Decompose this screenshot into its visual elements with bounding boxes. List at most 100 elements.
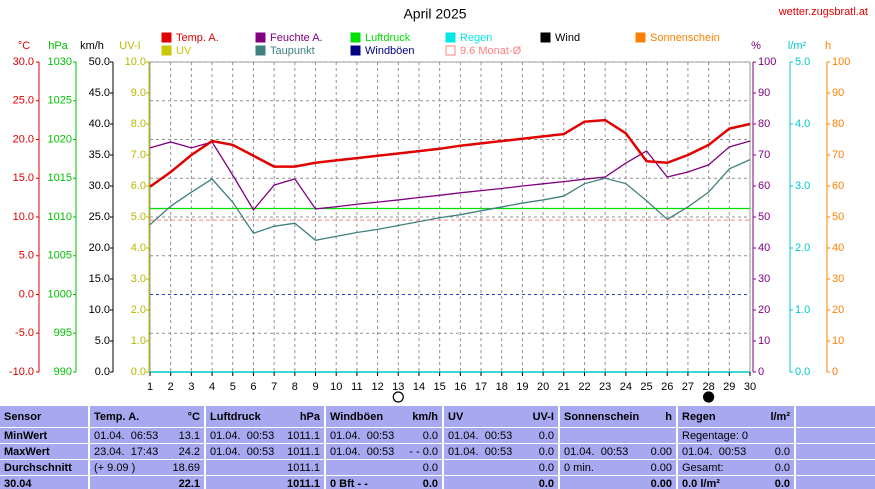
table-cell xyxy=(796,428,875,443)
x-tick-label: 6 xyxy=(250,381,256,393)
table-cell: Temp. A. °C xyxy=(90,406,204,427)
x-tick-label: 17 xyxy=(475,381,487,393)
y-tick-label: 5.0 xyxy=(95,335,110,347)
y-tick-label: 40 xyxy=(832,242,844,254)
y-tick-label: 30.0 xyxy=(89,180,110,192)
table-cell: 01.04. 00:53 0.00 xyxy=(560,444,676,459)
y-tick-label: 10.0 xyxy=(13,211,34,223)
cell-text: UV-I xyxy=(532,410,554,423)
cell-text: (+ 9.09 ) xyxy=(94,461,136,474)
y-tick-label: 1025 xyxy=(48,95,72,107)
cell-text: 0.0 xyxy=(538,461,554,474)
cell-text: °C xyxy=(187,410,200,423)
y-tick-label: 0.0 xyxy=(795,366,810,378)
y-tick-label: 1020 xyxy=(48,133,72,145)
y-tick-label: 30.0 xyxy=(13,56,34,68)
x-tick-label: 18 xyxy=(496,381,508,393)
y-tick-label: 30 xyxy=(832,273,844,285)
x-tick-label: 30 xyxy=(744,381,756,393)
y-tick-label: 90 xyxy=(758,87,770,99)
y-tick-label: 10 xyxy=(758,335,770,347)
y-tick-label: 2.0 xyxy=(131,304,146,316)
cell-text: 1011.1 xyxy=(287,461,320,474)
x-tick-label: 27 xyxy=(682,381,694,393)
cell-text: 0.0 xyxy=(538,477,554,489)
legend-swatch xyxy=(350,32,361,43)
cell-text: 0 min. xyxy=(564,461,594,474)
legend-label: Regen xyxy=(460,32,492,44)
table-cell xyxy=(796,444,875,459)
cell-text: Regen xyxy=(682,410,716,423)
x-tick-label: 26 xyxy=(661,381,673,393)
cell-text: 0.0 l/m² xyxy=(682,477,720,489)
cell-text: 01.04. 00:53 xyxy=(210,429,275,442)
cell-text: MaxWert xyxy=(4,445,50,458)
cell-text: 01.04. 00:53 xyxy=(330,445,395,458)
x-tick-label: 28 xyxy=(702,381,714,393)
table-cell: 01.04. 00:53 0.0 xyxy=(444,428,558,443)
table-cell: 0 min. 0.00 xyxy=(560,460,676,475)
y-tick-label: 100 xyxy=(758,56,776,68)
x-tick-label: 11 xyxy=(351,381,362,393)
y-tick-label: 7.0 xyxy=(131,149,146,161)
y-tick-label: 5.0 xyxy=(19,250,34,262)
x-tick-label: 1 xyxy=(147,381,153,393)
x-tick-label: 12 xyxy=(371,381,383,393)
x-tick-label: 19 xyxy=(516,381,528,393)
cell-text: 22.1 xyxy=(178,477,200,489)
x-tick-label: 3 xyxy=(188,381,194,393)
y-tick-label: 4.0 xyxy=(795,118,810,130)
y-tick-label: 5.0 xyxy=(131,211,146,223)
y-tick-label: 1005 xyxy=(48,250,72,262)
cell-text: 01.04. 00:53 xyxy=(682,445,747,458)
table-cell: 30.04 xyxy=(0,476,88,489)
cell-text: 0.0 xyxy=(774,445,790,458)
y-tick-label: -5.0 xyxy=(15,327,34,339)
x-tick-label: 5 xyxy=(230,381,236,393)
cell-text: 0.0 xyxy=(422,429,438,442)
cell-text: 01.04. 00:53 xyxy=(448,429,513,442)
y-tick-label: 20.0 xyxy=(13,133,34,145)
table-cell: 1011.1 xyxy=(206,460,324,475)
x-tick-label: 16 xyxy=(454,381,466,393)
cell-text: UV xyxy=(448,410,464,423)
cell-text: 0.00 xyxy=(650,461,672,474)
y-tick-label: 3.0 xyxy=(131,273,146,285)
cell-text: 1011.1 xyxy=(287,445,320,458)
legend-label: Sonnenschein xyxy=(650,32,720,44)
y-tick-label: 0.0 xyxy=(131,366,146,378)
y-tick-label: 80 xyxy=(758,118,770,130)
y-tick-label: 25.0 xyxy=(89,211,110,223)
y-tick-label: 80 xyxy=(832,118,844,130)
cell-text: 0.0 xyxy=(774,477,790,489)
cell-text: 18.69 xyxy=(172,461,200,474)
cell-text: Regentage: 0 xyxy=(682,429,749,442)
cell-text: 01.04. 06:53 xyxy=(94,429,159,442)
moon-full xyxy=(392,391,404,403)
chart-title: April 2025 xyxy=(403,6,466,22)
legend-label: Temp. A. xyxy=(176,32,219,44)
axis-unit: l/m² xyxy=(788,40,807,52)
cell-text: 01.04. 00:53 xyxy=(210,445,275,458)
table-cell: MinWert xyxy=(0,428,88,443)
y-tick-label: 3.0 xyxy=(795,180,810,192)
legend-swatch xyxy=(161,45,172,56)
cell-text: 13.1 xyxy=(178,429,200,442)
x-tick-label: 7 xyxy=(271,381,277,393)
x-tick-label: 2 xyxy=(168,381,174,393)
table-cell: UV UV-I xyxy=(444,406,558,427)
y-tick-label: 4.0 xyxy=(131,242,146,254)
legend-swatch xyxy=(445,45,456,56)
y-tick-label: 0 xyxy=(832,366,838,378)
y-tick-label: 15.0 xyxy=(13,172,34,184)
cell-text: hPa xyxy=(299,410,320,423)
cell-text: Durchschnitt xyxy=(4,461,72,474)
y-tick-label: 100 xyxy=(832,56,850,68)
x-tick-label: 21 xyxy=(558,381,570,393)
cell-text: 0.0 xyxy=(422,461,438,474)
y-tick-label: -10.0 xyxy=(9,366,34,378)
table-cell xyxy=(796,476,875,489)
legend-swatch xyxy=(255,32,266,43)
y-tick-label: 60 xyxy=(758,180,770,192)
